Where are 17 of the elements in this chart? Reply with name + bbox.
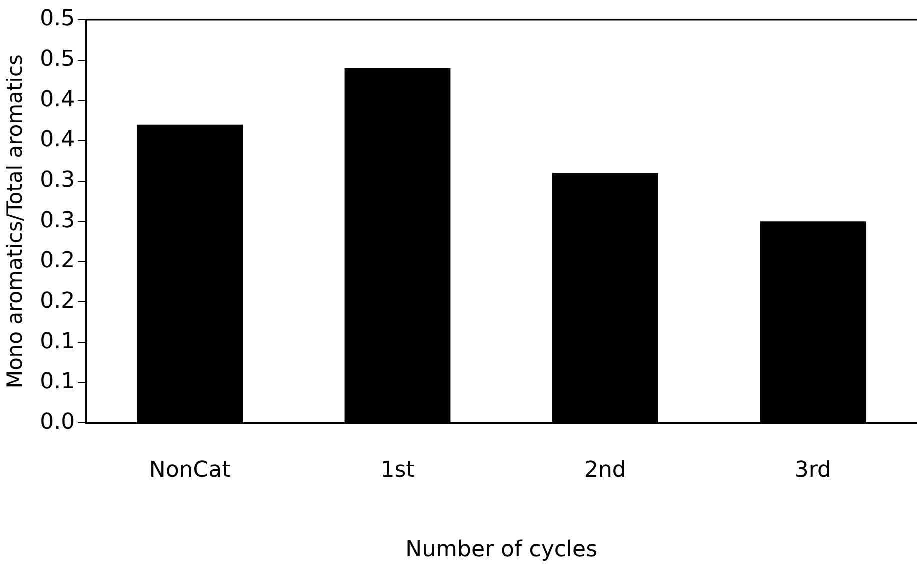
y-tick-label: 0.3 [40,168,76,193]
y-axis-title: Mono aromatics/Total aromatics [3,54,28,389]
x-axis-title: Number of cycles [406,538,598,563]
x-tick-label: 3rd [794,458,832,484]
y-tick-label: 0.5 [40,47,76,72]
x-tick-label: 1st [380,458,416,484]
y-tick-label: 0.5 [40,6,76,32]
x-tick-label: 2nd [584,458,626,484]
y-tick-label: 0.1 [40,329,76,354]
y-tick-label: 0.1 [40,370,76,395]
y-tick-label: 0.2 [40,248,76,274]
x-tick-label: NonCat [149,458,232,484]
y-tick-label: 0.2 [40,288,76,314]
y-tick-label: 0.4 [40,87,76,112]
y-tick-label: 0.4 [40,128,76,153]
y-tick-label: 0.0 [40,410,76,435]
y-tick-label: 0.3 [40,208,76,234]
